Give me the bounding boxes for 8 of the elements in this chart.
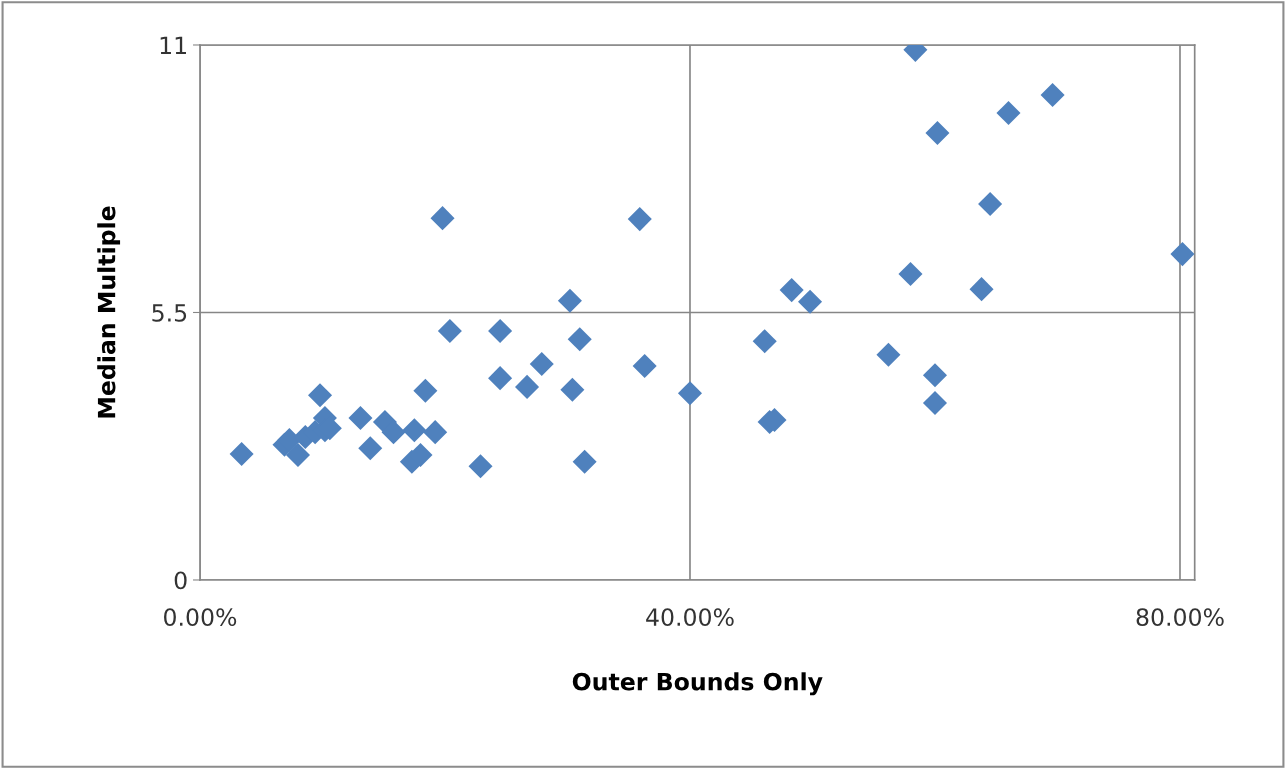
y-tick-label: 0 [174,571,187,590]
y-axis-title: Median Multiple [97,206,121,418]
y-tick-label: 5.5 [152,304,187,322]
x-axis-title: Outer Bounds Only [572,672,823,696]
x-tick-label: 0.00% [164,608,237,627]
x-tick-label: 40.00% [646,608,734,627]
x-tick-label: 80.00% [1136,608,1224,627]
y-tick-label: 11 [160,36,186,54]
